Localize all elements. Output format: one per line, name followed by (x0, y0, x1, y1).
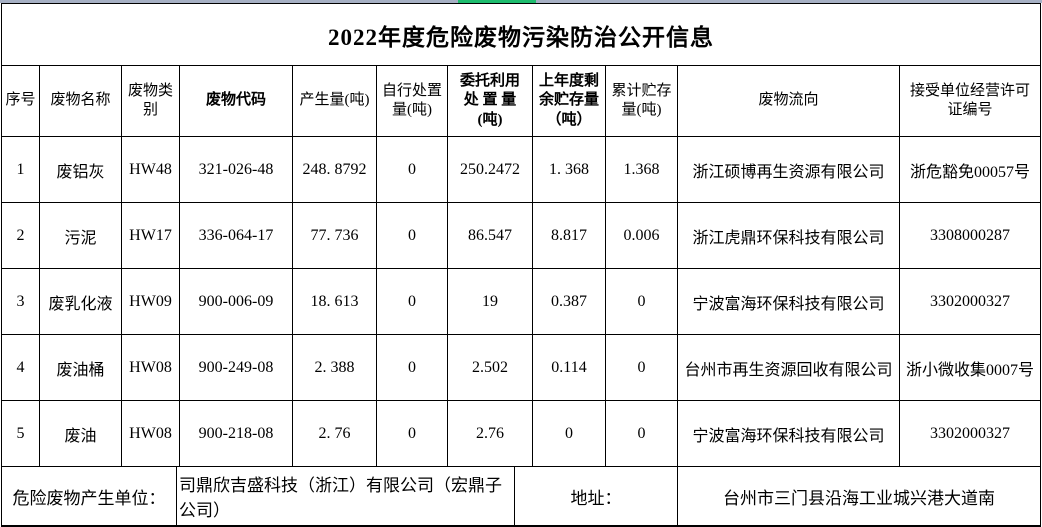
table-cell: 2. 388 (293, 335, 377, 401)
table-cell: 900-249-08 (180, 335, 293, 401)
table-cell: 77. 736 (293, 203, 377, 269)
table-cell: 3302000327 (900, 269, 1040, 335)
table-row: 4 废油桶 HW08 900-249-08 2. 388 0 2.502 0.114 0 台州市再… (2, 335, 1040, 401)
table-cell: 900-006-09 (180, 269, 293, 335)
table-cell: HW09 (122, 269, 180, 335)
table-cell: 0 (377, 335, 448, 401)
table-cell: 浙危豁免00057号 (900, 137, 1040, 203)
table-cell: HW17 (122, 203, 180, 269)
table-row: 3 废乳化液 HW09 900-006-09 18. 613 0 19 0.387 0 宁波富海环… (2, 269, 1040, 335)
column-header: 废物名称 (40, 66, 122, 137)
column-header: 产生量(吨) (293, 66, 377, 137)
table-cell: 台州市再生资源回收有限公司 (678, 335, 900, 401)
table-cell: 浙小微收集0007号 (900, 335, 1040, 401)
table-cell: 900-218-08 (180, 401, 293, 467)
column-header: 累计贮存 量(吨) (606, 66, 678, 137)
table-cell: HW08 (122, 335, 180, 401)
column-header: 序号 (2, 66, 40, 137)
table-row: 2 污泥 HW17 336-064-17 77. 736 0 86.547 8.817 0.00… (2, 203, 1040, 269)
table-cell: 污泥 (40, 203, 122, 269)
top-progress-track (0, 0, 1042, 3)
column-header: 废物代码 (180, 66, 293, 137)
column-header: 接受单位经营许可 证编号 (900, 66, 1040, 137)
table-cell: 18. 613 (293, 269, 377, 335)
table-cell: HW48 (122, 137, 180, 203)
table-cell: 废油桶 (40, 335, 122, 401)
table-cell: 4 (2, 335, 40, 401)
table-cell: 1.368 (606, 137, 678, 203)
table-cell: 1 (2, 137, 40, 203)
table-cell: 1. 368 (533, 137, 606, 203)
table-cell: 86.547 (448, 203, 533, 269)
table-cell: 废乳化液 (40, 269, 122, 335)
table-body: 1 废铝灰 HW48 321-026-48 248. 8792 0 250.2472 1. 3… (2, 137, 1040, 467)
table-cell: 8.817 (533, 203, 606, 269)
table-cell: 2 (2, 203, 40, 269)
table-cell: 0.387 (533, 269, 606, 335)
column-header: 废物流向 (678, 66, 900, 137)
producer-value: 司鼎欣吉盛科技（浙江）有限公司（宏鼎子公司） (177, 467, 515, 525)
column-header: 废物类 别 (122, 66, 180, 137)
table-cell: 2.76 (448, 401, 533, 467)
table-cell: 宁波富海环保科技有限公司 (678, 269, 900, 335)
table-cell: 废铝灰 (40, 137, 122, 203)
table-cell: 0 (606, 335, 678, 401)
table-title-row: 2022年度危险废物污染防治公开信息 (2, 4, 1040, 66)
table-cell: 5 (2, 401, 40, 467)
table-cell: 浙江虎鼎环保科技有限公司 (678, 203, 900, 269)
page-title: 2022年度危险废物污染防治公开信息 (328, 24, 714, 50)
column-header: 委托利用 处 置 量 (吨) (448, 66, 533, 137)
hazardous-waste-table: 2022年度危险废物污染防治公开信息 序号 废物名称 废物类 别废物代码 产生量(吨)… (1, 3, 1041, 527)
table-cell: 336-064-17 (180, 203, 293, 269)
table-cell: 2. 76 (293, 401, 377, 467)
table-cell: 3302000327 (900, 401, 1040, 467)
producer-label: 危险废物产生单位： (2, 467, 177, 525)
table-cell: 248. 8792 (293, 137, 377, 203)
column-header: 上年度剩 余贮存量 （吨） (533, 66, 606, 137)
table-cell: 0.006 (606, 203, 678, 269)
table-row: 1 废铝灰 HW48 321-026-48 248. 8792 0 250.2472 1. 3… (2, 137, 1040, 203)
top-progress-indicator (458, 0, 536, 3)
address-label: 地址： (515, 467, 678, 525)
table-cell: 0 (533, 401, 606, 467)
table-cell: 宁波富海环保科技有限公司 (678, 401, 900, 467)
header-row: 序号 废物名称 废物类 别废物代码 产生量(吨) 自行处置 量(吨) 委托利用 处 置 量… (2, 66, 1040, 137)
table-cell: 0 (377, 401, 448, 467)
table-cell: 321-026-48 (180, 137, 293, 203)
footer-row: 危险废物产生单位： 司鼎欣吉盛科技（浙江）有限公司（宏鼎子公司） 地址： 台州市… (2, 467, 1040, 525)
table-cell: HW08 (122, 401, 180, 467)
table-cell: 废油 (40, 401, 122, 467)
table-cell: 0 (606, 269, 678, 335)
table-cell: 2.502 (448, 335, 533, 401)
table-cell: 0 (606, 401, 678, 467)
table-cell: 3 (2, 269, 40, 335)
table-cell: 0.114 (533, 335, 606, 401)
table-cell: 浙江硕博再生资源有限公司 (678, 137, 900, 203)
table-cell: 19 (448, 269, 533, 335)
table-cell: 0 (377, 137, 448, 203)
table-cell: 250.2472 (448, 137, 533, 203)
table-cell: 0 (377, 269, 448, 335)
column-header: 自行处置 量(吨) (377, 66, 448, 137)
table-cell: 3308000287 (900, 203, 1040, 269)
table-row: 5 废油 HW08 900-218-08 2. 76 0 2.76 0 0 宁波富海环保科技有限公… (2, 401, 1040, 467)
table-cell: 0 (377, 203, 448, 269)
address-value: 台州市三门县沿海工业城兴港大道南 (723, 488, 995, 508)
